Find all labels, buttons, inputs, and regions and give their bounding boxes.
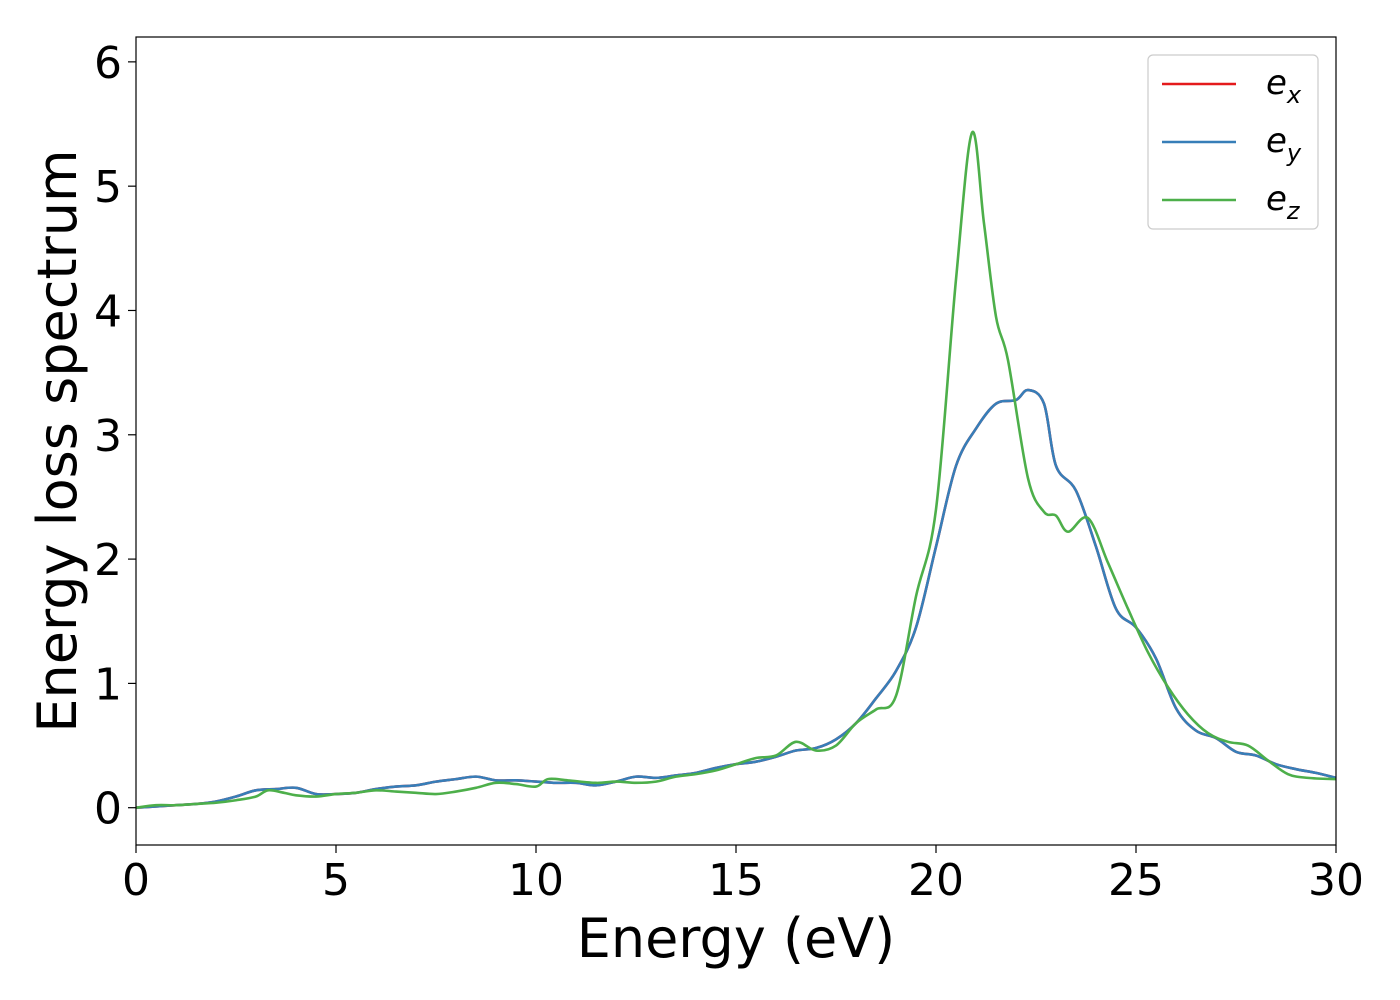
x-tick-label: 15 — [708, 855, 764, 906]
legend-label-subscript: x — [1286, 81, 1302, 109]
x-tick-label: 10 — [508, 855, 564, 906]
y-tick-label: 4 — [94, 286, 122, 337]
legend-label-z: ez — [1266, 179, 1301, 225]
plot-lines — [136, 130, 1336, 810]
legend-label-base: e — [1266, 121, 1287, 161]
y-axis-label: Energy loss spectrum — [26, 149, 89, 732]
x-axis-label: Energy (eV) — [577, 907, 896, 970]
series-line-z — [136, 130, 1336, 810]
legend-label-subscript: y — [1286, 139, 1302, 167]
y-tick-label: 6 — [94, 38, 122, 89]
legend-label-x: ex — [1266, 63, 1302, 109]
legend-label-subscript: z — [1286, 197, 1301, 225]
y-tick-label: 3 — [94, 411, 122, 462]
legend-label-base: e — [1266, 63, 1287, 103]
y-tick-label: 0 — [94, 784, 122, 835]
y-tick-label: 2 — [94, 535, 122, 586]
x-axis-ticks: 0 5 10 15 20 25 30 — [122, 845, 1364, 906]
y-axis-ticks: 0 1 2 3 4 5 6 — [94, 38, 136, 835]
y-tick-label: 5 — [94, 162, 122, 213]
legend-label-base: e — [1266, 179, 1287, 219]
legend-label-y: ey — [1266, 121, 1302, 167]
x-tick-label: 30 — [1308, 855, 1364, 906]
x-tick-label: 25 — [1108, 855, 1164, 906]
x-tick-label: 20 — [908, 855, 964, 906]
y-tick-label: 1 — [94, 659, 122, 710]
x-tick-label: 5 — [322, 855, 350, 906]
x-tick-label: 0 — [122, 855, 150, 906]
